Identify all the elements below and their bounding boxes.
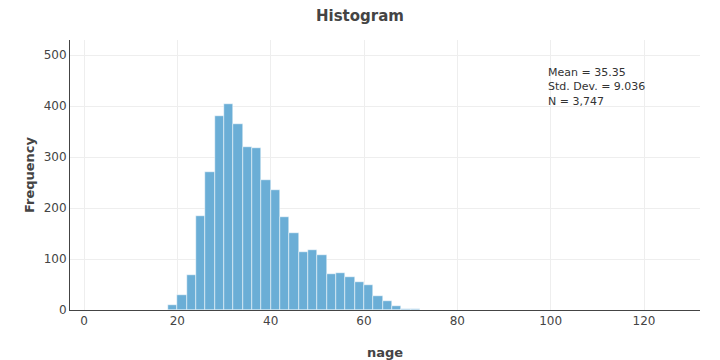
svg-text:400: 400 bbox=[44, 99, 67, 113]
svg-text:Histogram: Histogram bbox=[316, 7, 404, 25]
svg-text:200: 200 bbox=[44, 201, 67, 215]
svg-text:nage: nage bbox=[367, 345, 403, 360]
svg-text:0: 0 bbox=[59, 303, 67, 317]
svg-text:Mean = 35.35Std. Dev. = 9.036N: Mean = 35.35Std. Dev. = 9.036N = 3,747 bbox=[548, 66, 645, 108]
svg-text:100: 100 bbox=[539, 314, 562, 328]
svg-text:80: 80 bbox=[450, 314, 465, 328]
svg-text:Frequency: Frequency bbox=[22, 136, 37, 213]
svg-text:40: 40 bbox=[263, 314, 278, 328]
svg-text:120: 120 bbox=[633, 314, 656, 328]
svg-text:100: 100 bbox=[44, 252, 67, 266]
svg-text:60: 60 bbox=[356, 314, 371, 328]
svg-text:500: 500 bbox=[44, 48, 67, 62]
svg-text:20: 20 bbox=[170, 314, 185, 328]
svg-text:300: 300 bbox=[44, 150, 67, 164]
svg-text:0: 0 bbox=[80, 314, 88, 328]
